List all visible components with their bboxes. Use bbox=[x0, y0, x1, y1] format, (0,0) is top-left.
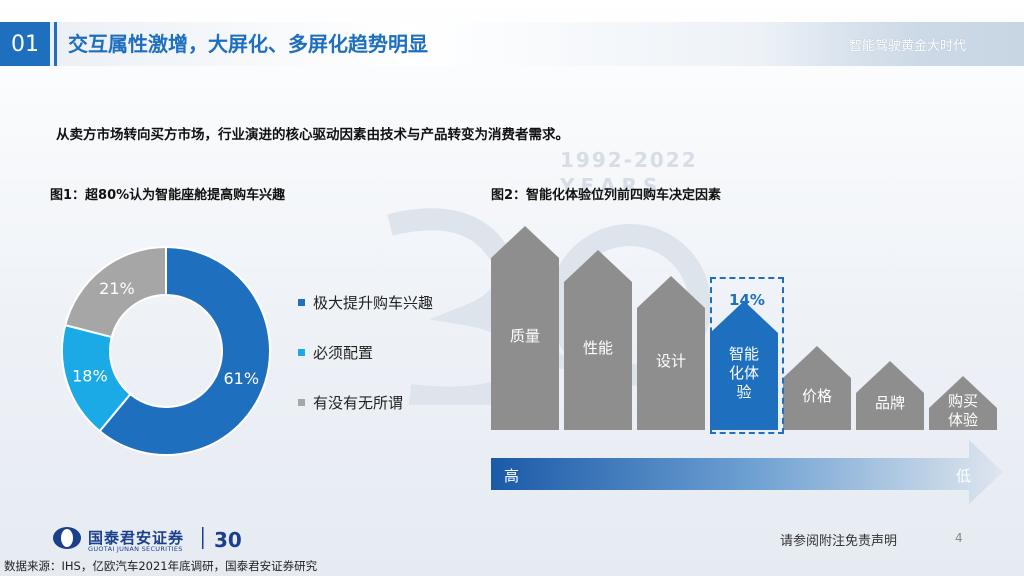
factor-label: 购买 体验 bbox=[947, 392, 978, 429]
factor-arrow bbox=[856, 361, 924, 430]
factor-label: 价格 bbox=[801, 386, 832, 405]
importance-scale-arrow bbox=[491, 440, 1003, 504]
legend-item: 极大提升购车兴趣 bbox=[298, 292, 433, 313]
data-source: 数据来源：IHS，亿欧汽车2021年底调研，国泰君安证券研究 bbox=[4, 559, 318, 573]
factor-arrow bbox=[783, 346, 851, 430]
page-title: 交互属性激增，大屏化、多屏化趋势明显 bbox=[68, 32, 428, 56]
figure1-title: 图1：超80%认为智能座舱提高购车兴趣 bbox=[50, 188, 286, 203]
highlight-box bbox=[710, 277, 784, 434]
donut-slice-label: 18% bbox=[72, 367, 108, 386]
page-number: 4 bbox=[955, 531, 963, 545]
legend-swatch bbox=[298, 349, 305, 356]
legend-swatch bbox=[298, 299, 305, 306]
section-divider bbox=[54, 22, 57, 66]
scale-low-label: 低 bbox=[956, 467, 972, 485]
legend-item: 必须配置 bbox=[298, 342, 373, 363]
watermark-years: 1992-2022 bbox=[560, 148, 698, 172]
legend-swatch bbox=[298, 399, 305, 406]
factor-arrow bbox=[637, 276, 705, 430]
brand-tagline: 智能驾驶黄金大时代 bbox=[848, 39, 966, 54]
factor-ranking-chart bbox=[491, 226, 997, 430]
factor-arrow bbox=[564, 250, 632, 430]
watermark-word: YEARS bbox=[559, 174, 663, 198]
svg-text:30: 30 bbox=[214, 528, 242, 552]
disclaimer-link[interactable]: 请参阅附注免责声明 bbox=[780, 534, 898, 549]
donut-slice-label: 61% bbox=[223, 369, 259, 388]
section-number: 01 bbox=[0, 22, 50, 66]
factor-label: 智能 化体验 bbox=[728, 345, 759, 401]
factor-label: 设计 bbox=[655, 351, 686, 370]
figure2-title: 图2：智能化体验位列前四购车决定因素 bbox=[491, 188, 722, 203]
header-brand-band bbox=[760, 22, 1024, 66]
factor-label: 品牌 bbox=[874, 394, 905, 412]
factor-arrow bbox=[710, 301, 778, 430]
donut-slice-label: 21% bbox=[99, 279, 135, 298]
factor-arrow bbox=[929, 376, 997, 430]
scale-high-label: 高 bbox=[504, 467, 520, 485]
legend-label: 极大提升购车兴趣 bbox=[313, 294, 434, 312]
logo-text: 国泰君安证券 bbox=[88, 529, 185, 547]
donut-chart: 61% 18% 21% bbox=[61, 245, 271, 456]
legend-label: 有没有无所谓 bbox=[313, 394, 404, 412]
factor-label: 性能 bbox=[582, 338, 613, 357]
factor-label: 质量 bbox=[509, 326, 540, 345]
highlight-percentage: 14% bbox=[729, 291, 765, 309]
donut-slice bbox=[64, 245, 167, 339]
donut-slice bbox=[98, 245, 271, 456]
company-logo: 30 bbox=[53, 527, 242, 552]
lead-text: 从卖方市场转向买方市场，行业演进的核心驱动因素由技术与产品转变为消费者需求。 bbox=[56, 127, 569, 143]
legend-label: 必须配置 bbox=[313, 344, 374, 362]
logo-text-en: GUOTAI JUNAN SECURITIES bbox=[88, 545, 183, 553]
legend-item: 有没有无所谓 bbox=[298, 392, 403, 413]
factor-arrow bbox=[491, 226, 559, 430]
